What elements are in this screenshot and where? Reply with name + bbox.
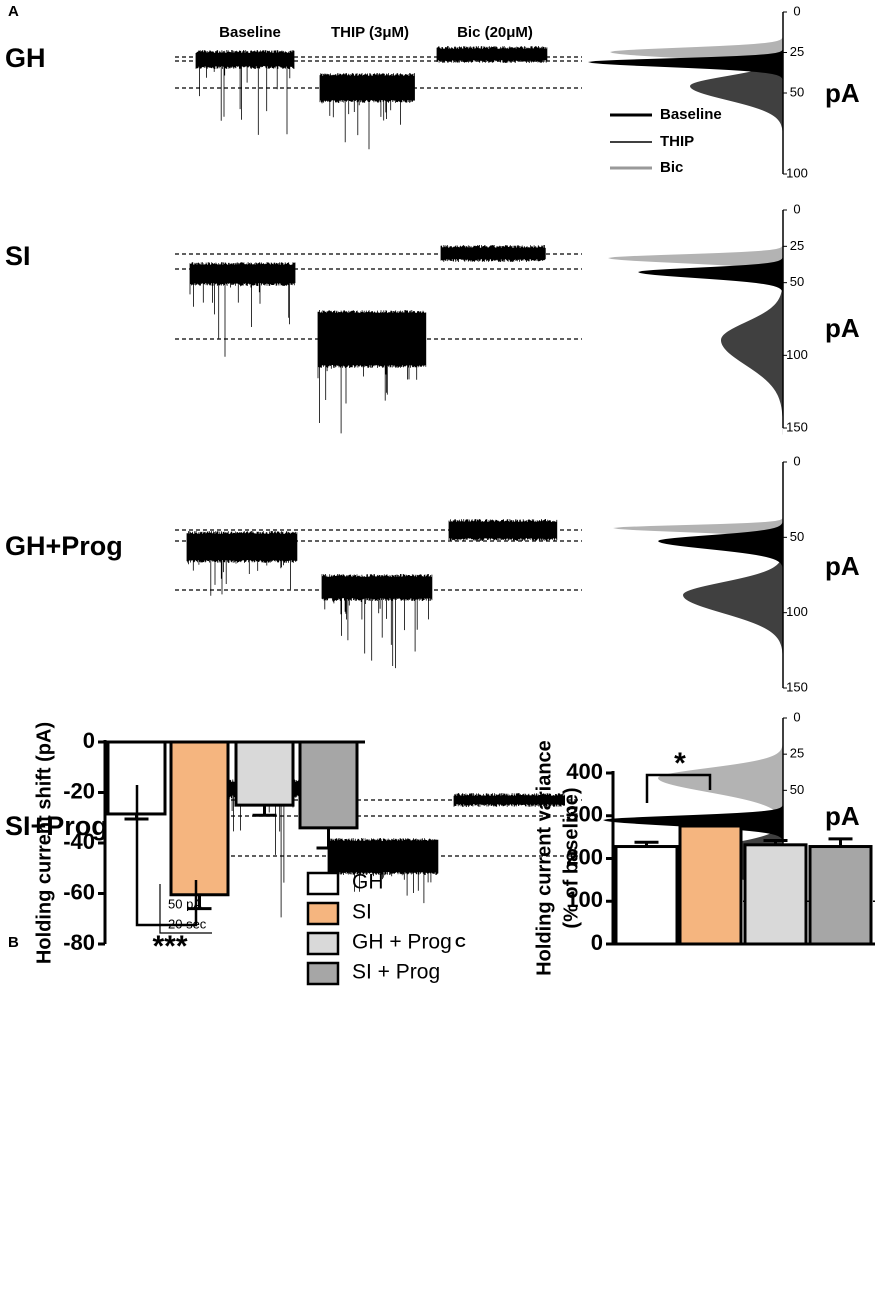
y-axis-label: Holding current shift (pA) — [33, 722, 55, 964]
significance-bracket — [135, 785, 198, 927]
legend-swatch — [306, 871, 340, 896]
histogram — [683, 523, 783, 667]
tick-label: 100 — [786, 604, 808, 619]
unit-label: pA — [825, 551, 860, 581]
tick-label: 100 — [786, 165, 808, 180]
legend-label: SI + Prog — [352, 961, 440, 984]
row-label: GH+Prog — [5, 531, 123, 561]
y-tick-label: 300 — [566, 802, 603, 827]
current-trace — [319, 73, 415, 150]
tick-label: 25 — [790, 238, 804, 253]
histogram — [608, 238, 783, 278]
y-tick-label: 0 — [83, 728, 95, 753]
error-bar — [252, 805, 277, 817]
histogram — [610, 28, 783, 76]
histogram — [603, 796, 783, 844]
legend-swatch — [306, 961, 340, 986]
y-tick-label: -40 — [63, 829, 95, 854]
histogram — [638, 248, 783, 296]
legend-label: THIP — [660, 133, 694, 150]
legend-label: Bic — [660, 159, 683, 176]
current-trace — [189, 262, 296, 357]
unit-label: pA — [825, 801, 860, 831]
tick-label: 0 — [793, 3, 800, 18]
histogram — [588, 42, 783, 82]
unit-label: pA — [825, 313, 860, 343]
error-bar — [187, 894, 212, 911]
histogram — [721, 240, 783, 440]
current-trace — [436, 46, 548, 63]
tick-label: 0 — [793, 201, 800, 216]
histogram — [690, 30, 783, 142]
tick-label: 0 — [793, 453, 800, 468]
legend-swatch — [306, 931, 340, 956]
current-trace — [195, 50, 295, 135]
legend-swatch — [306, 901, 340, 926]
y-axis-label: Holding current variance — [533, 740, 555, 976]
tick-label: 25 — [790, 746, 804, 761]
bar — [234, 740, 295, 807]
unit-label: pA — [825, 78, 860, 108]
bar — [298, 740, 359, 830]
legend-label: GH + Prog — [352, 931, 452, 954]
tick-label: 150 — [786, 679, 808, 694]
significance-label: *** — [152, 930, 187, 963]
condition-label: Baseline — [219, 24, 281, 41]
panel-label: C — [455, 934, 466, 951]
histogram — [658, 722, 783, 834]
bar — [169, 740, 230, 897]
tick-label: 100 — [786, 347, 808, 362]
y-tick-label: 200 — [566, 844, 603, 869]
histogram — [658, 509, 783, 573]
tick-label: 50 — [790, 529, 804, 544]
tick-label: 50 — [790, 274, 804, 289]
condition-label: THIP (3μM) — [331, 24, 409, 41]
row-label: SI — [5, 241, 31, 271]
bar — [614, 845, 679, 946]
current-trace — [321, 574, 433, 669]
tick-label: 50 — [790, 782, 804, 797]
y-tick-label: 100 — [566, 887, 603, 912]
panel-label: B — [8, 934, 19, 951]
y-tick-label: -80 — [63, 930, 95, 955]
y-tick-label: 0 — [591, 930, 603, 955]
current-trace — [186, 531, 298, 596]
y-axis-label: (% of baseline) — [560, 787, 582, 928]
bar — [678, 824, 743, 946]
current-trace — [327, 838, 439, 904]
tick-label: 25 — [790, 44, 804, 59]
legend-label: SI — [352, 901, 372, 924]
legend-label: GH — [352, 871, 384, 894]
bar — [743, 843, 808, 946]
tick-label: 150 — [786, 419, 808, 434]
histogram — [613, 512, 783, 544]
row-label: GH — [5, 43, 46, 73]
condition-label: Bic (20μM) — [457, 24, 533, 41]
current-trace — [317, 310, 427, 434]
significance-bracket — [645, 773, 712, 803]
y-tick-label: -60 — [63, 879, 95, 904]
current-trace — [448, 519, 558, 541]
significance-label: * — [674, 747, 686, 780]
y-tick-label: -20 — [63, 778, 95, 803]
tick-label: 0 — [793, 709, 800, 724]
error-bar — [316, 827, 341, 850]
bar — [808, 845, 873, 946]
panel-label: A — [8, 3, 19, 20]
scale-bar — [159, 884, 212, 934]
current-trace — [453, 793, 565, 807]
current-trace — [440, 245, 546, 262]
legend-label: Baseline — [660, 106, 722, 123]
y-tick-label: 400 — [566, 759, 603, 784]
tick-label: 50 — [790, 84, 804, 99]
row-label: SI+Prog — [5, 811, 108, 841]
